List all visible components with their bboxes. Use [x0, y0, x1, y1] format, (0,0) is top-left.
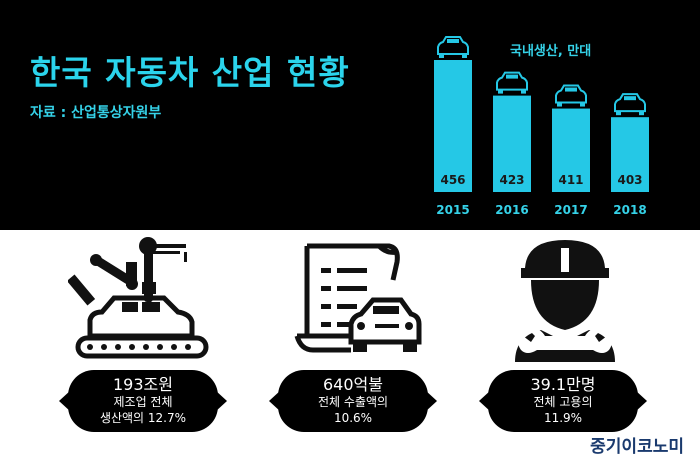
x-tick-label: 2016: [495, 203, 528, 217]
source-label: 자료 : 산업통상자원부: [30, 105, 162, 121]
chart-unit-label: 국내생산, 만대: [510, 44, 592, 59]
stat-desc-line2: 11.9%: [543, 411, 583, 425]
stat-desc-line1: 전체 고용의: [533, 395, 593, 409]
stat-value: 193조원: [113, 375, 173, 394]
x-tick-label: 2018: [613, 203, 646, 217]
stat-value: 39.1만명: [530, 375, 596, 394]
bar-2015: [434, 60, 472, 192]
stat-badge-employment: 39.1만명 전체 고용의 11.9%: [479, 370, 647, 432]
bar-2018: [611, 117, 649, 192]
production-bar-chart: 456 2015 423 2016 411 2017 403 2018: [434, 36, 649, 217]
robot-arm-assembly-icon: [68, 237, 209, 359]
car-wheel: [498, 89, 503, 94]
bar-value-label: 423: [499, 173, 524, 187]
export-document-icon: [294, 243, 422, 353]
page-title: 한국 자동차 산업 현황: [30, 53, 350, 92]
brand-logo-text: 중기이코노미: [590, 437, 684, 457]
bar-2017: [552, 108, 590, 192]
stat-badge-production: 193조원 제조업 전체 생산액의 12.7%: [59, 370, 227, 432]
stat-badge-export: 640억불 전체 수출액의 10.6%: [269, 370, 437, 432]
car-wheel: [462, 54, 467, 58]
car-wheel: [580, 102, 585, 107]
stat-desc-line2: 생산액의 12.7%: [99, 411, 187, 425]
car-wheel: [439, 54, 444, 58]
car-wheel: [521, 89, 526, 94]
stat-desc-line2: 10.6%: [333, 411, 373, 425]
worker-wrench-icon: [515, 240, 615, 362]
car-window: [447, 39, 459, 43]
x-tick-label: 2015: [436, 203, 469, 217]
bar-2016: [493, 95, 531, 192]
car-window: [506, 74, 518, 79]
x-tick-label: 2017: [554, 203, 587, 217]
car-window: [624, 96, 636, 101]
car-wheel: [616, 111, 621, 116]
bar-value-label: 411: [558, 173, 583, 187]
car-icon: [437, 36, 469, 55]
stat-value: 640억불: [323, 375, 383, 394]
bar-value-label: 403: [617, 173, 642, 187]
car-icon: [555, 84, 587, 104]
car-icon: [496, 71, 528, 91]
car-icon: [614, 93, 646, 113]
car-window: [565, 87, 577, 92]
car-wheel: [639, 111, 644, 116]
header-panel: 한국 자동차 산업 현황 자료 : 산업통상자원부 국내생산, 만대 456 20…: [0, 0, 700, 230]
stat-desc-line1: 전체 수출액의: [317, 395, 389, 409]
bar-value-label: 456: [440, 173, 465, 187]
stat-desc-line1: 제조업 전체: [113, 395, 173, 409]
car-wheel: [557, 102, 562, 107]
